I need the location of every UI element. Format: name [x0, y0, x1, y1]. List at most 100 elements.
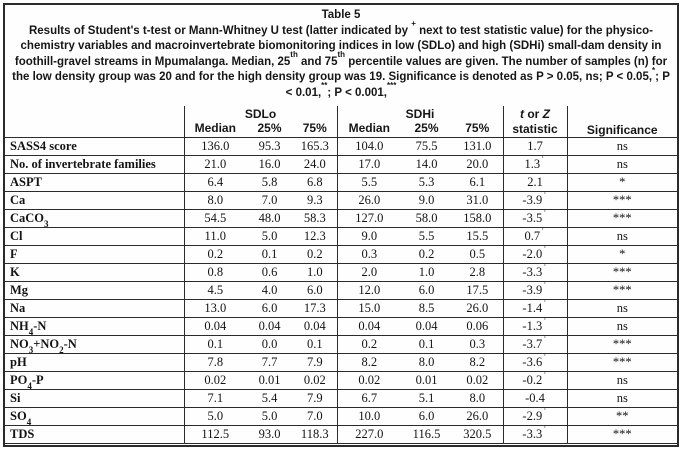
significance-value: ns [566, 317, 677, 336]
sdhi-25: 14.0 [401, 155, 452, 174]
table-row: Cl 11.0 5.0 12.3 9.0 5.5 15.5 0.7+ ns [5, 227, 677, 246]
stat-value: -3.9+ [502, 281, 567, 300]
sdlo-median: 5.0 [183, 407, 246, 426]
sdhi-median: 26.0 [336, 191, 401, 210]
sdlo-median: 4.5 [183, 281, 246, 300]
table-row: No. of invertebrate families 21.0 16.0 24.0… [5, 155, 677, 174]
table-caption: Table 5 Results of Student's t-test or M… [5, 5, 677, 106]
sdlo-25: 4.0 [246, 281, 293, 300]
table-row: Ca 8.0 7.0 9.3 26.0 9.0 31.0 -3.9+ *** [5, 191, 677, 210]
stat-value: 0.7+ [502, 227, 567, 246]
sdhi-25: 0.1 [401, 335, 452, 354]
sdlo-25: 6.0 [246, 299, 293, 318]
sdlo-median: 6.4 [183, 173, 246, 192]
sdlo-75: 0.04 [293, 317, 337, 336]
row-label: Si [5, 389, 184, 408]
sdlo-25: 5.0 [246, 407, 293, 426]
sdlo-75: 9.3 [293, 191, 337, 210]
sdlo-75: 118.3 [293, 425, 337, 444]
sdhi-75: 8.0 [452, 389, 503, 408]
sdhi-median: 2.0 [336, 263, 401, 282]
sdhi-25: 5.1 [401, 389, 452, 408]
stat-value: -3.6+ [502, 353, 567, 372]
significance-value: ns [566, 227, 677, 246]
sdhi-25: 1.0 [401, 263, 452, 282]
sdlo-median: 136.0 [183, 137, 246, 156]
sdhi-median: 227.0 [336, 425, 401, 444]
sdhi-75: 158.0 [452, 209, 503, 228]
stat-value: -1.4+ [502, 299, 567, 318]
sdlo-75: 7.9 [293, 389, 337, 408]
sdhi-median: 5.5 [336, 173, 401, 192]
sdlo-75: 7.9 [293, 353, 337, 372]
sdlo-75: 165.3 [293, 137, 337, 156]
significance-value: *** [566, 209, 677, 228]
sdhi-25: 6.0 [401, 407, 452, 426]
significance-value: *** [566, 425, 677, 444]
sdlo-median: 0.02 [183, 371, 246, 390]
stat-value: -3.7+ [502, 335, 567, 354]
stat-value: -3.9+ [502, 191, 567, 210]
sdhi-median: 0.04 [336, 317, 401, 336]
sdlo-25: 95.3 [246, 137, 293, 156]
header-sdlo-median: Median [183, 120, 246, 138]
sdhi-75: 0.06 [452, 317, 503, 336]
sdlo-25: 93.0 [246, 425, 293, 444]
sdhi-75: 131.0 [452, 137, 503, 156]
table-row: Mg 4.5 4.0 6.0 12.0 6.0 17.5 -3.9+ *** [5, 281, 677, 300]
sdhi-median: 6.7 [336, 389, 401, 408]
significance-value: ** [566, 407, 677, 426]
row-label: K [5, 263, 184, 282]
sdlo-25: 0.04 [246, 317, 293, 336]
table-row: ASPT 6.4 5.8 6.8 5.5 5.3 6.1 2.1 * [5, 173, 677, 192]
sdlo-75: 24.0 [293, 155, 337, 174]
row-label: PO4-P [5, 371, 184, 390]
sdlo-median: 7.8 [183, 353, 246, 372]
sdhi-75: 15.5 [452, 227, 503, 246]
sdlo-75: 6.8 [293, 173, 337, 192]
sdlo-75: 12.3 [293, 227, 337, 246]
table-row: K 0.8 0.6 1.0 2.0 1.0 2.8 -3.3+ *** [5, 263, 677, 282]
row-label: SO4 [5, 407, 184, 426]
significance-value: *** [566, 191, 677, 210]
row-label: No. of invertebrate families [5, 155, 184, 174]
sdlo-25: 5.8 [246, 173, 293, 192]
sdlo-median: 112.5 [183, 425, 246, 444]
sdhi-25: 8.0 [401, 353, 452, 372]
row-label: Mg [5, 281, 184, 300]
sdlo-75: 0.1 [293, 335, 337, 354]
significance-value: ns [566, 371, 677, 390]
sdhi-25: 0.04 [401, 317, 452, 336]
sdhi-75: 20.0 [452, 155, 503, 174]
sdhi-median: 0.2 [336, 335, 401, 354]
sdhi-median: 127.0 [336, 209, 401, 228]
significance-value: *** [566, 281, 677, 300]
stat-value: 2.1 [502, 173, 567, 192]
sdlo-median: 0.1 [183, 335, 246, 354]
table-caption-text: Results of Student's t-test or Mann-Whit… [12, 18, 670, 99]
significance-value: * [566, 245, 677, 264]
sdlo-25: 5.4 [246, 389, 293, 408]
sdlo-25: 0.01 [246, 371, 293, 390]
sdlo-25: 0.1 [246, 245, 293, 264]
stat-value: 1.3+ [502, 155, 567, 174]
sdlo-median: 0.8 [183, 263, 246, 282]
table-header: SDLo SDHi t or Z statistic Significance … [5, 105, 677, 138]
sdlo-25: 7.0 [246, 191, 293, 210]
header-group-sdhi: SDHi [336, 105, 503, 121]
sdhi-75: 0.5 [452, 245, 503, 264]
stat-value: -3.3+ [502, 263, 567, 282]
table-row: Si 7.1 5.4 7.9 6.7 5.1 8.0 -0.4 ns [5, 389, 677, 408]
row-label: CaCO3 [5, 209, 184, 228]
table-row: pH 7.8 7.7 7.9 8.2 8.0 8.2 -3.6+ *** [5, 353, 677, 372]
stat-value: -0.2+ [502, 371, 567, 390]
sdhi-25: 75.5 [401, 137, 452, 156]
sdlo-median: 7.1 [183, 389, 246, 408]
sdhi-75: 31.0 [452, 191, 503, 210]
row-label: F [5, 245, 184, 264]
sdlo-median: 11.0 [183, 227, 246, 246]
stat-value: -0.4 [502, 389, 567, 408]
header-stat-column: t or Z statistic [502, 105, 567, 138]
sdhi-75: 0.02 [452, 371, 503, 390]
